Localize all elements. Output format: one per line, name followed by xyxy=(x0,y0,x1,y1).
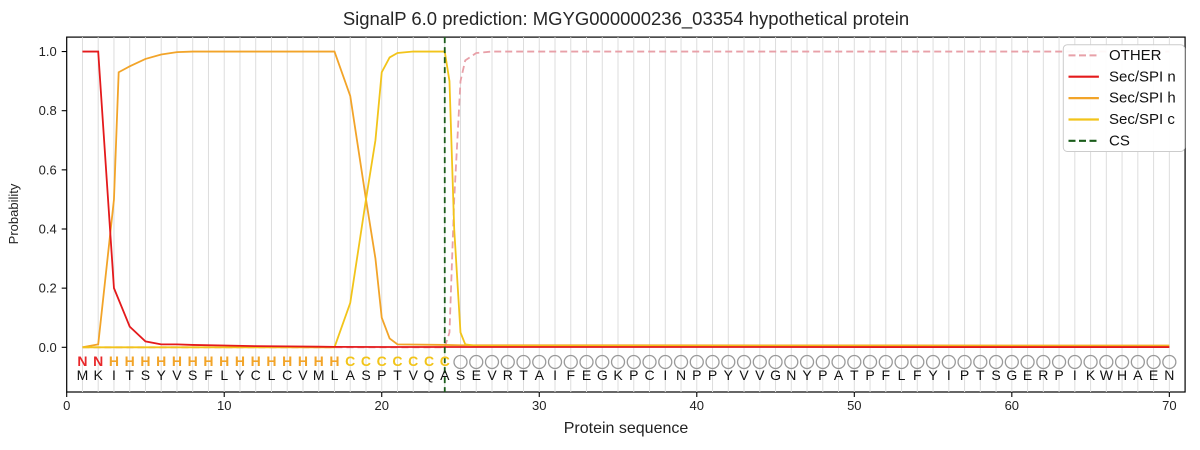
svg-text:0.6: 0.6 xyxy=(39,162,57,177)
svg-text:W: W xyxy=(1100,367,1114,383)
svg-text:E: E xyxy=(582,367,591,383)
svg-text:Sec/SPI h: Sec/SPI h xyxy=(1109,90,1176,107)
svg-text:N: N xyxy=(676,367,686,383)
svg-text:G: G xyxy=(770,367,781,383)
svg-text:L: L xyxy=(331,367,339,383)
svg-text:0.2: 0.2 xyxy=(39,281,57,296)
svg-text:M: M xyxy=(313,367,325,383)
svg-text:V: V xyxy=(298,367,308,383)
svg-text:F: F xyxy=(204,367,213,383)
svg-text:60: 60 xyxy=(1005,398,1019,413)
svg-text:G: G xyxy=(1006,367,1017,383)
svg-text:G: G xyxy=(597,367,608,383)
svg-text:Y: Y xyxy=(235,367,245,383)
svg-text:I: I xyxy=(112,367,116,383)
svg-text:P: P xyxy=(865,367,874,383)
svg-text:Sec/SPI c: Sec/SPI c xyxy=(1109,111,1175,128)
svg-text:C: C xyxy=(644,367,654,383)
svg-text:S: S xyxy=(188,367,197,383)
svg-text:K: K xyxy=(613,367,623,383)
svg-text:C: C xyxy=(251,367,261,383)
svg-text:F: F xyxy=(882,367,891,383)
svg-text:C: C xyxy=(282,367,292,383)
svg-text:P: P xyxy=(692,367,701,383)
svg-text:Probability: Probability xyxy=(6,183,21,244)
svg-text:V: V xyxy=(409,367,419,383)
svg-text:70: 70 xyxy=(1162,398,1176,413)
svg-text:R: R xyxy=(503,367,513,383)
svg-text:Protein sequence: Protein sequence xyxy=(564,420,689,437)
svg-text:10: 10 xyxy=(217,398,231,413)
svg-text:F: F xyxy=(913,367,922,383)
svg-text:A: A xyxy=(834,367,844,383)
svg-text:Y: Y xyxy=(157,367,167,383)
svg-text:P: P xyxy=(960,367,969,383)
svg-text:S: S xyxy=(456,367,465,383)
svg-text:50: 50 xyxy=(847,398,861,413)
svg-text:R: R xyxy=(1038,367,1048,383)
svg-text:P: P xyxy=(708,367,717,383)
svg-text:L: L xyxy=(220,367,228,383)
svg-text:L: L xyxy=(898,367,906,383)
svg-text:P: P xyxy=(1054,367,1063,383)
svg-text:S: S xyxy=(361,367,370,383)
svg-text:A: A xyxy=(440,367,450,383)
svg-text:M: M xyxy=(77,367,89,383)
svg-text:V: V xyxy=(755,367,765,383)
svg-text:A: A xyxy=(535,367,545,383)
svg-text:Y: Y xyxy=(724,367,734,383)
svg-text:OTHER: OTHER xyxy=(1109,47,1162,64)
svg-text:N: N xyxy=(786,367,796,383)
svg-text:T: T xyxy=(393,367,402,383)
svg-text:K: K xyxy=(1086,367,1096,383)
svg-text:H: H xyxy=(1117,367,1127,383)
svg-text:S: S xyxy=(991,367,1000,383)
svg-text:0.8: 0.8 xyxy=(39,103,57,118)
svg-text:Y: Y xyxy=(928,367,938,383)
svg-text:S: S xyxy=(141,367,150,383)
svg-text:P: P xyxy=(629,367,638,383)
svg-text:P: P xyxy=(818,367,827,383)
svg-text:30: 30 xyxy=(532,398,546,413)
svg-text:Q: Q xyxy=(424,367,435,383)
svg-text:Y: Y xyxy=(802,367,812,383)
svg-text:L: L xyxy=(268,367,276,383)
svg-text:N: N xyxy=(1164,367,1174,383)
svg-text:I: I xyxy=(553,367,557,383)
svg-text:F: F xyxy=(566,367,575,383)
svg-text:K: K xyxy=(94,367,104,383)
svg-text:0: 0 xyxy=(63,398,70,413)
svg-text:40: 40 xyxy=(690,398,704,413)
svg-text:I: I xyxy=(947,367,951,383)
svg-text:E: E xyxy=(1023,367,1032,383)
svg-text:A: A xyxy=(346,367,356,383)
svg-text:CS: CS xyxy=(1109,132,1130,149)
svg-text:A: A xyxy=(1133,367,1143,383)
svg-text:Sec/SPI n: Sec/SPI n xyxy=(1109,68,1176,85)
svg-text:T: T xyxy=(519,367,528,383)
svg-text:E: E xyxy=(472,367,481,383)
svg-text:T: T xyxy=(976,367,985,383)
svg-text:V: V xyxy=(487,367,497,383)
svg-text:20: 20 xyxy=(375,398,389,413)
svg-text:SignalP 6.0 prediction: MGYG00: SignalP 6.0 prediction: MGYG000000236_03… xyxy=(343,8,909,30)
svg-text:V: V xyxy=(739,367,749,383)
svg-text:T: T xyxy=(850,367,859,383)
svg-text:P: P xyxy=(377,367,386,383)
svg-text:0.4: 0.4 xyxy=(39,222,57,237)
svg-text:0.0: 0.0 xyxy=(39,340,57,355)
svg-text:1.0: 1.0 xyxy=(39,44,57,59)
svg-text:I: I xyxy=(663,367,667,383)
svg-text:I: I xyxy=(1073,367,1077,383)
svg-text:E: E xyxy=(1149,367,1158,383)
svg-text:T: T xyxy=(125,367,134,383)
svg-text:V: V xyxy=(172,367,182,383)
